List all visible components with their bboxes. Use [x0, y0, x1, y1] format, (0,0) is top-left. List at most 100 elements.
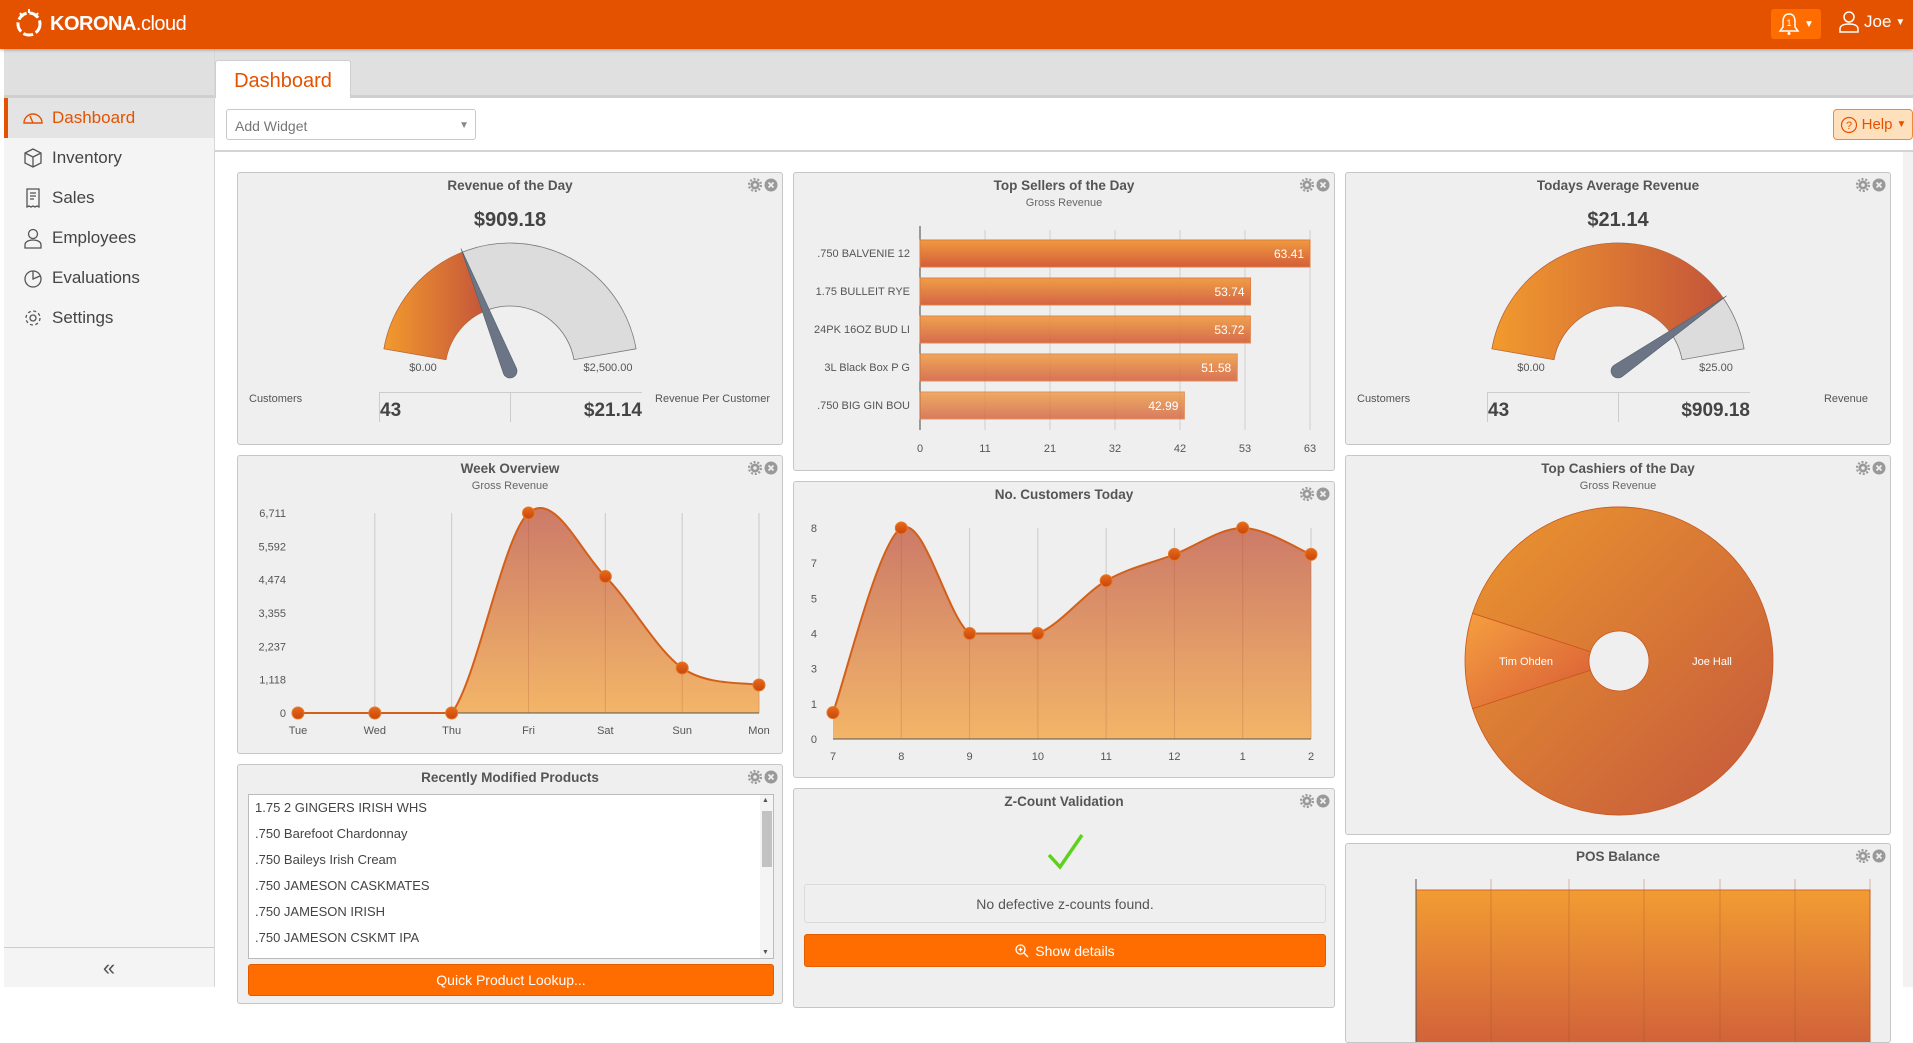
sidebar-item-sales[interactable]: Sales	[4, 178, 214, 218]
sidebar-item-evaluations[interactable]: Evaluations	[4, 258, 214, 298]
add-widget-select[interactable]: Add Widget ▼	[226, 109, 476, 140]
bar-value-label: 53.74	[1214, 285, 1244, 299]
sidebar-item-label: Inventory	[52, 148, 122, 167]
collapse-sidebar-button[interactable]: «	[4, 947, 214, 987]
sidebar-item-settings[interactable]: Settings	[4, 298, 214, 338]
x-tick-label: Thu	[442, 725, 461, 737]
gear-icon[interactable]	[1299, 486, 1314, 501]
list-item[interactable]: .750 Barefoot Chardonnay	[255, 826, 408, 841]
notification-count: 1	[1787, 18, 1792, 28]
close-icon[interactable]	[1871, 177, 1886, 192]
list-item[interactable]: .750 JAMESON CSKMT IPA	[255, 930, 420, 945]
list-item[interactable]: .750 JAMESON CASKMATES	[255, 878, 430, 893]
close-icon[interactable]	[763, 177, 778, 192]
data-point	[1167, 547, 1181, 561]
top-sellers-chart: 0 11 21 32 42 53 63 63.41 .750 BALVENIE 12 53.74 1…	[814, 226, 1316, 455]
data-point	[598, 570, 612, 584]
list-item[interactable]: .750 JAMESON IRISH	[255, 904, 386, 919]
close-icon[interactable]	[1315, 486, 1330, 501]
bar-value-label: 42.99	[1148, 399, 1178, 413]
close-icon[interactable]	[1871, 460, 1886, 475]
revenue-per-customer-label: Revenue Per Customer	[655, 393, 770, 405]
box-icon	[24, 148, 42, 168]
widget-week-overview: Tue Wed Thu Fri Sat Sun Mon 0 1,118 2,237 3,355 4,4…	[237, 455, 783, 754]
x-tick-label: 32	[1109, 443, 1121, 455]
gear-icon[interactable]	[1299, 177, 1314, 192]
category-label: 24PK 16OZ BUD LI	[814, 324, 910, 336]
sidebar: Dashboard Inventory Sales Employees Eval…	[4, 49, 215, 987]
data-point	[963, 627, 977, 640]
bell-icon: 1	[1778, 13, 1800, 35]
double-chevron-left-icon: «	[102, 954, 116, 980]
widget-title: POS Balance	[1575, 849, 1661, 864]
receipt-icon	[26, 188, 40, 209]
gear-icon[interactable]	[1299, 793, 1314, 808]
close-icon[interactable]	[1315, 177, 1330, 192]
widget-revenue-of-the-day: Revenue of the Day $909.18 $0.00 $2,500.…	[237, 172, 783, 445]
brand-suffix: .cloud	[135, 12, 187, 35]
scroll-down-icon[interactable]: ▼	[762, 949, 769, 956]
quick-product-lookup-button[interactable]: Quick Product Lookup...	[248, 964, 774, 996]
gear-icon[interactable]	[1855, 460, 1870, 475]
gauge-min-label: $0.00	[1517, 362, 1545, 374]
gear-icon[interactable]	[1855, 848, 1870, 863]
category-label: 3L Black Box P G	[824, 362, 910, 374]
widget-recently-modified-products: Recently Modified Products 1.75 2 GINGER…	[237, 764, 783, 1004]
x-tick-label: 11	[979, 443, 990, 455]
x-tick-label: Tue	[289, 725, 308, 737]
y-tick-label: 4,474	[258, 575, 286, 587]
close-icon[interactable]	[1871, 848, 1886, 863]
help-button[interactable]: ? Help ▼	[1833, 109, 1913, 140]
page-scrollbar[interactable]	[1903, 152, 1913, 987]
user-menu[interactable]: Joe ▼	[1838, 10, 1905, 34]
close-icon[interactable]	[1315, 793, 1330, 808]
korona-logo[interactable]: KORONA .cloud	[12, 8, 187, 40]
user-icon	[1839, 11, 1859, 33]
list-item[interactable]: 1.75 2 GINGERS IRISH WHS	[255, 800, 427, 815]
pie-label: Tim Ohden	[1499, 656, 1553, 668]
y-tick-label: 1,118	[259, 675, 286, 687]
widget-title: Week Overview	[460, 461, 560, 476]
gear-icon[interactable]	[747, 177, 762, 192]
show-details-button[interactable]: Show details	[804, 934, 1326, 967]
help-label: Help	[1861, 116, 1893, 133]
widget-top-cashiers: Joe Hall Tim Ohden Top Cashiers of the Da…	[1345, 455, 1891, 835]
area-fill	[298, 507, 759, 713]
revenue-label: Revenue	[1823, 393, 1868, 405]
widget-subtitle: Gross Revenue	[1025, 197, 1103, 209]
customers-label: Customers	[1357, 393, 1411, 405]
category-label: .750 BIG GIN BOU	[817, 400, 910, 412]
y-tick-label: 4	[811, 629, 817, 641]
y-tick-label: 6,711	[259, 508, 286, 520]
data-point	[1304, 547, 1318, 561]
gear-icon[interactable]	[747, 769, 762, 784]
gear-icon[interactable]	[747, 460, 762, 475]
sidebar-item-dashboard[interactable]: Dashboard	[4, 98, 214, 138]
sidebar-item-label: Evaluations	[52, 268, 140, 287]
tab-dashboard[interactable]: Dashboard	[215, 60, 351, 101]
bar-value-label: 51.58	[1201, 361, 1231, 375]
customers-value: 43	[1488, 400, 1510, 421]
notifications-button[interactable]: 1 ▼	[1771, 9, 1821, 39]
x-tick-label: Mon	[748, 725, 769, 737]
list-item[interactable]: .750 Baileys Irish Cream	[255, 852, 397, 867]
bar-value-label: 53.72	[1214, 323, 1244, 337]
y-tick-label: 0	[811, 734, 817, 746]
customers-value: 43	[380, 400, 402, 421]
close-icon[interactable]	[763, 460, 778, 475]
list-scrollbar[interactable]: ▲ ▼	[760, 795, 773, 958]
x-tick-label: 2	[1308, 751, 1314, 763]
sidebar-item-inventory[interactable]: Inventory	[4, 138, 214, 178]
sidebar-item-label: Dashboard	[52, 108, 136, 127]
gear-icon[interactable]	[1855, 177, 1870, 192]
x-tick-label: 10	[1032, 751, 1044, 763]
close-icon[interactable]	[763, 769, 778, 784]
recent-products-list[interactable]: 1.75 2 GINGERS IRISH WHS .750 Barefoot C…	[248, 794, 774, 959]
sidebar-item-employees[interactable]: Employees	[4, 218, 214, 258]
scroll-up-icon[interactable]: ▲	[762, 797, 769, 804]
scrollbar-thumb[interactable]	[762, 811, 772, 867]
widget-todays-average-revenue: Todays Average Revenue $21.14 $0.00 $25.…	[1345, 172, 1891, 445]
checkmark-icon	[1047, 834, 1084, 870]
person-icon	[24, 228, 42, 249]
